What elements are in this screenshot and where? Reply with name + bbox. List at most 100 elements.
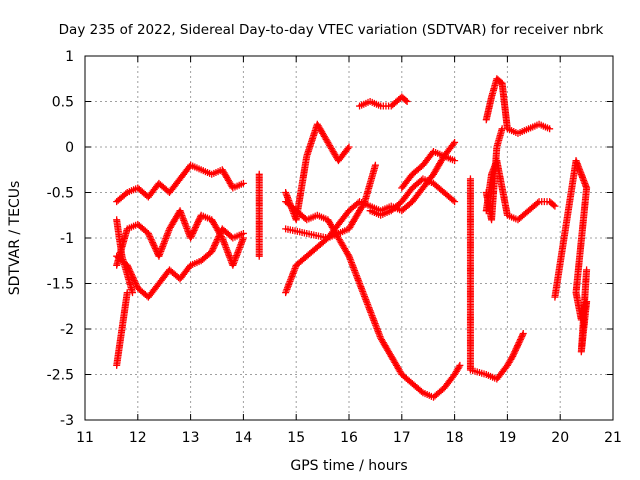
data-point — [345, 143, 353, 151]
y-tick-label: -2 — [60, 322, 74, 338]
y-tick-label: -1.5 — [47, 277, 74, 293]
data-point — [255, 252, 263, 260]
data-point — [189, 229, 197, 237]
data-point — [551, 202, 559, 210]
data-point — [403, 98, 411, 105]
data-point — [211, 240, 219, 248]
series-track-p — [482, 75, 554, 137]
data-point — [190, 226, 198, 234]
data-point — [509, 351, 517, 359]
data-point — [122, 190, 130, 198]
data-point — [144, 229, 152, 237]
data-point — [509, 352, 517, 360]
data-point — [149, 240, 157, 248]
data-point — [510, 349, 518, 357]
x-axis-ticks: 11 12 13 14 15 16 17 18 19 20 21 — [76, 56, 622, 446]
data-point — [151, 243, 159, 251]
series-track-a — [113, 161, 247, 206]
y-tick-label: -0.5 — [47, 186, 74, 202]
data-point — [187, 232, 195, 240]
data-point — [516, 336, 524, 344]
data-point — [189, 228, 197, 236]
series-track-k — [356, 93, 411, 110]
data-point — [456, 361, 464, 369]
data-point — [517, 334, 525, 342]
data-point — [417, 387, 425, 395]
data-point — [519, 331, 527, 339]
data-point — [150, 242, 158, 250]
data-point — [131, 278, 139, 286]
data-point — [449, 196, 457, 204]
chart-title: Day 235 of 2022, Sidereal Day-to-day VTE… — [59, 22, 604, 38]
series-track-b — [113, 207, 247, 269]
data-point — [514, 342, 522, 350]
data-point — [192, 223, 200, 231]
data-point — [546, 125, 554, 133]
data-point — [550, 201, 558, 209]
data-point — [212, 239, 220, 247]
data-point — [508, 354, 516, 362]
x-tick-label: 16 — [340, 430, 358, 446]
series-track-l — [366, 175, 459, 219]
data-point — [194, 217, 202, 225]
data-point — [132, 280, 140, 287]
data-point — [151, 245, 159, 253]
plot-frame — [84, 55, 614, 421]
x-tick-label: 19 — [498, 430, 516, 446]
data-point — [512, 345, 520, 353]
x-tick-label: 13 — [182, 430, 200, 446]
data-point — [209, 245, 217, 253]
series-track-j — [282, 161, 379, 242]
data-point — [583, 266, 591, 274]
data-point — [360, 199, 368, 207]
x-tick-label: 21 — [604, 430, 622, 446]
data-point — [216, 229, 224, 237]
data-point — [513, 343, 521, 351]
data-point — [371, 161, 379, 169]
data-point — [213, 236, 221, 244]
data-point — [132, 281, 140, 289]
data-point — [515, 339, 523, 347]
data-point — [149, 239, 157, 247]
series-track-e — [113, 216, 137, 297]
data-point — [187, 234, 195, 242]
data-point — [196, 214, 204, 222]
data-point — [129, 289, 137, 297]
data-point — [344, 145, 352, 153]
data-point — [195, 216, 203, 224]
data-point — [146, 232, 154, 240]
series-track-i — [282, 120, 353, 224]
data-point — [188, 231, 196, 239]
data-point — [451, 198, 459, 206]
data-point — [534, 199, 542, 207]
data-point — [214, 234, 222, 242]
y-tick-label: -3 — [60, 413, 74, 429]
data-point — [402, 96, 410, 104]
x-axis-label: GPS time / hours — [290, 458, 407, 474]
data-point — [145, 231, 153, 239]
series-track-q — [482, 125, 506, 224]
y-tick-label: 0.5 — [52, 95, 74, 111]
data-point — [519, 330, 527, 338]
data-point — [192, 222, 200, 230]
data-point — [213, 237, 221, 245]
data-point — [147, 236, 155, 244]
data-point — [215, 232, 223, 240]
x-tick-label: 11 — [76, 430, 94, 446]
data-point — [194, 219, 202, 227]
data-point — [191, 225, 199, 233]
data-point — [498, 125, 506, 133]
x-tick-label: 18 — [446, 430, 464, 446]
y-tick-label: 1 — [65, 49, 74, 65]
series-track-c — [113, 225, 247, 301]
series-track-n — [466, 175, 527, 383]
y-axis-ticks: 1 0.5 0 -0.5 -1 -1.5 -2 -2.5 -3 — [47, 49, 613, 429]
data-point — [514, 340, 522, 348]
x-tick-label: 15 — [287, 430, 305, 446]
data-point — [451, 157, 459, 165]
data-point — [344, 251, 352, 259]
data-point — [511, 348, 519, 356]
data-point — [146, 234, 154, 242]
data-point — [239, 229, 247, 237]
